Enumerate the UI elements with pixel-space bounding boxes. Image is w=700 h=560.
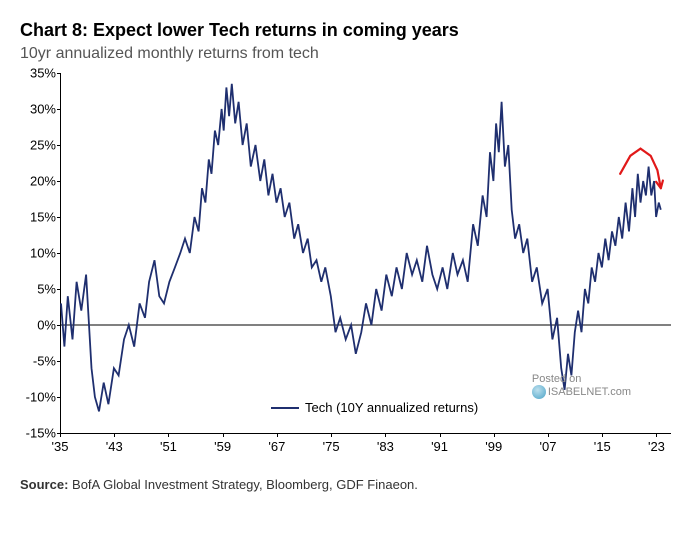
- x-tick-label: '07: [540, 439, 557, 454]
- chart-title: Chart 8: Expect lower Tech returns in co…: [20, 20, 680, 41]
- y-tick: [57, 325, 61, 326]
- legend: Tech (10Y annualized returns): [271, 400, 478, 415]
- plot-region: Tech (10Y annualized returns) Posted on …: [60, 73, 671, 434]
- globe-icon: [532, 385, 546, 399]
- y-tick-label: 15%: [30, 210, 56, 225]
- x-tick-label: '23: [648, 439, 665, 454]
- x-tick-label: '75: [323, 439, 340, 454]
- x-tick-label: '15: [594, 439, 611, 454]
- source-label: Source:: [20, 477, 68, 492]
- x-tick: [331, 433, 332, 437]
- x-tick-label: '83: [377, 439, 394, 454]
- y-tick-label: -5%: [33, 354, 56, 369]
- chart-area: -15%-10%-5%0%5%10%15%20%25%30%35% Tech (…: [20, 73, 680, 473]
- source-line: Source: BofA Global Investment Strategy,…: [20, 477, 680, 492]
- y-tick: [57, 109, 61, 110]
- x-tick-label: '59: [214, 439, 231, 454]
- x-axis: '35'43'51'59'67'75'83'91'99'07'15'23: [60, 433, 670, 473]
- y-tick-label: 30%: [30, 102, 56, 117]
- y-tick: [57, 253, 61, 254]
- y-tick-label: 35%: [30, 66, 56, 81]
- watermark: Posted on ISABELNET.com: [532, 373, 631, 399]
- y-tick-label: -10%: [26, 390, 56, 405]
- chart-subtitle: 10yr annualized monthly returns from tec…: [20, 45, 680, 63]
- x-tick-label: '43: [106, 439, 123, 454]
- x-tick: [114, 433, 115, 437]
- x-tick: [223, 433, 224, 437]
- y-tick: [57, 289, 61, 290]
- trend-arrow: [620, 149, 663, 189]
- x-tick: [656, 433, 657, 437]
- y-tick: [57, 73, 61, 74]
- legend-swatch: [271, 407, 299, 409]
- y-tick-label: 5%: [37, 282, 56, 297]
- watermark-line2: ISABELNET.com: [548, 386, 631, 398]
- x-tick-label: '67: [268, 439, 285, 454]
- x-tick: [168, 433, 169, 437]
- source-text: BofA Global Investment Strategy, Bloombe…: [72, 477, 418, 492]
- y-tick: [57, 397, 61, 398]
- series-line: [61, 84, 661, 412]
- y-axis: -15%-10%-5%0%5%10%15%20%25%30%35%: [20, 73, 60, 433]
- legend-label: Tech (10Y annualized returns): [305, 400, 478, 415]
- x-tick-label: '99: [485, 439, 502, 454]
- y-tick-label: 0%: [37, 318, 56, 333]
- x-tick: [440, 433, 441, 437]
- x-tick: [494, 433, 495, 437]
- x-tick-label: '35: [52, 439, 69, 454]
- x-tick: [277, 433, 278, 437]
- y-tick-label: 20%: [30, 174, 56, 189]
- x-tick: [602, 433, 603, 437]
- y-tick: [57, 361, 61, 362]
- x-tick: [548, 433, 549, 437]
- x-tick-label: '51: [160, 439, 177, 454]
- x-tick: [385, 433, 386, 437]
- y-tick: [57, 145, 61, 146]
- y-tick: [57, 217, 61, 218]
- watermark-line1: Posted on: [532, 373, 631, 385]
- y-tick-label: 10%: [30, 246, 56, 261]
- x-tick: [60, 433, 61, 437]
- y-tick-label: 25%: [30, 138, 56, 153]
- x-tick-label: '91: [431, 439, 448, 454]
- y-tick: [57, 181, 61, 182]
